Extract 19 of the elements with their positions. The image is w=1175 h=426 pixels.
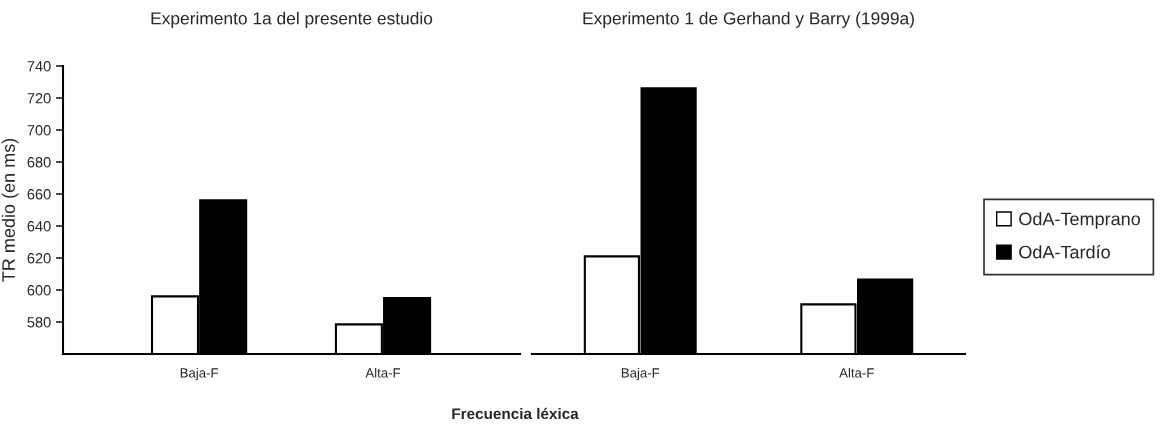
x-tick-label: Baja-F	[180, 367, 218, 381]
y-tick-label: 620	[27, 253, 51, 264]
y-axis-title: TR medio (en ms)	[1, 138, 19, 282]
y-tick-label: 700	[27, 125, 51, 136]
y-tick-label: 660	[27, 189, 51, 200]
x-tick-label: Baja-F	[621, 367, 660, 381]
y-tick-label: 740	[27, 61, 51, 72]
y-tick-label: 580	[27, 317, 51, 328]
y-tick-label: 680	[27, 157, 51, 168]
legend-label: OdA-Temprano	[1019, 212, 1140, 229]
x-tick-label: Alta-F	[839, 367, 874, 378]
chart-title: Experimento 1 de Gerhand y Barry (1999a)	[583, 11, 914, 28]
y-tick-label: 640	[27, 221, 51, 232]
x-axis-title: Frecuencia léxica	[452, 407, 579, 420]
y-tick-label: 720	[27, 93, 51, 104]
x-tick-label: Alta-F	[365, 367, 401, 378]
legend-label: OdA-Tardío	[1019, 245, 1110, 259]
chart-title: Experimento 1a del presente estudio	[151, 11, 433, 28]
y-tick-label: 600	[27, 285, 51, 296]
